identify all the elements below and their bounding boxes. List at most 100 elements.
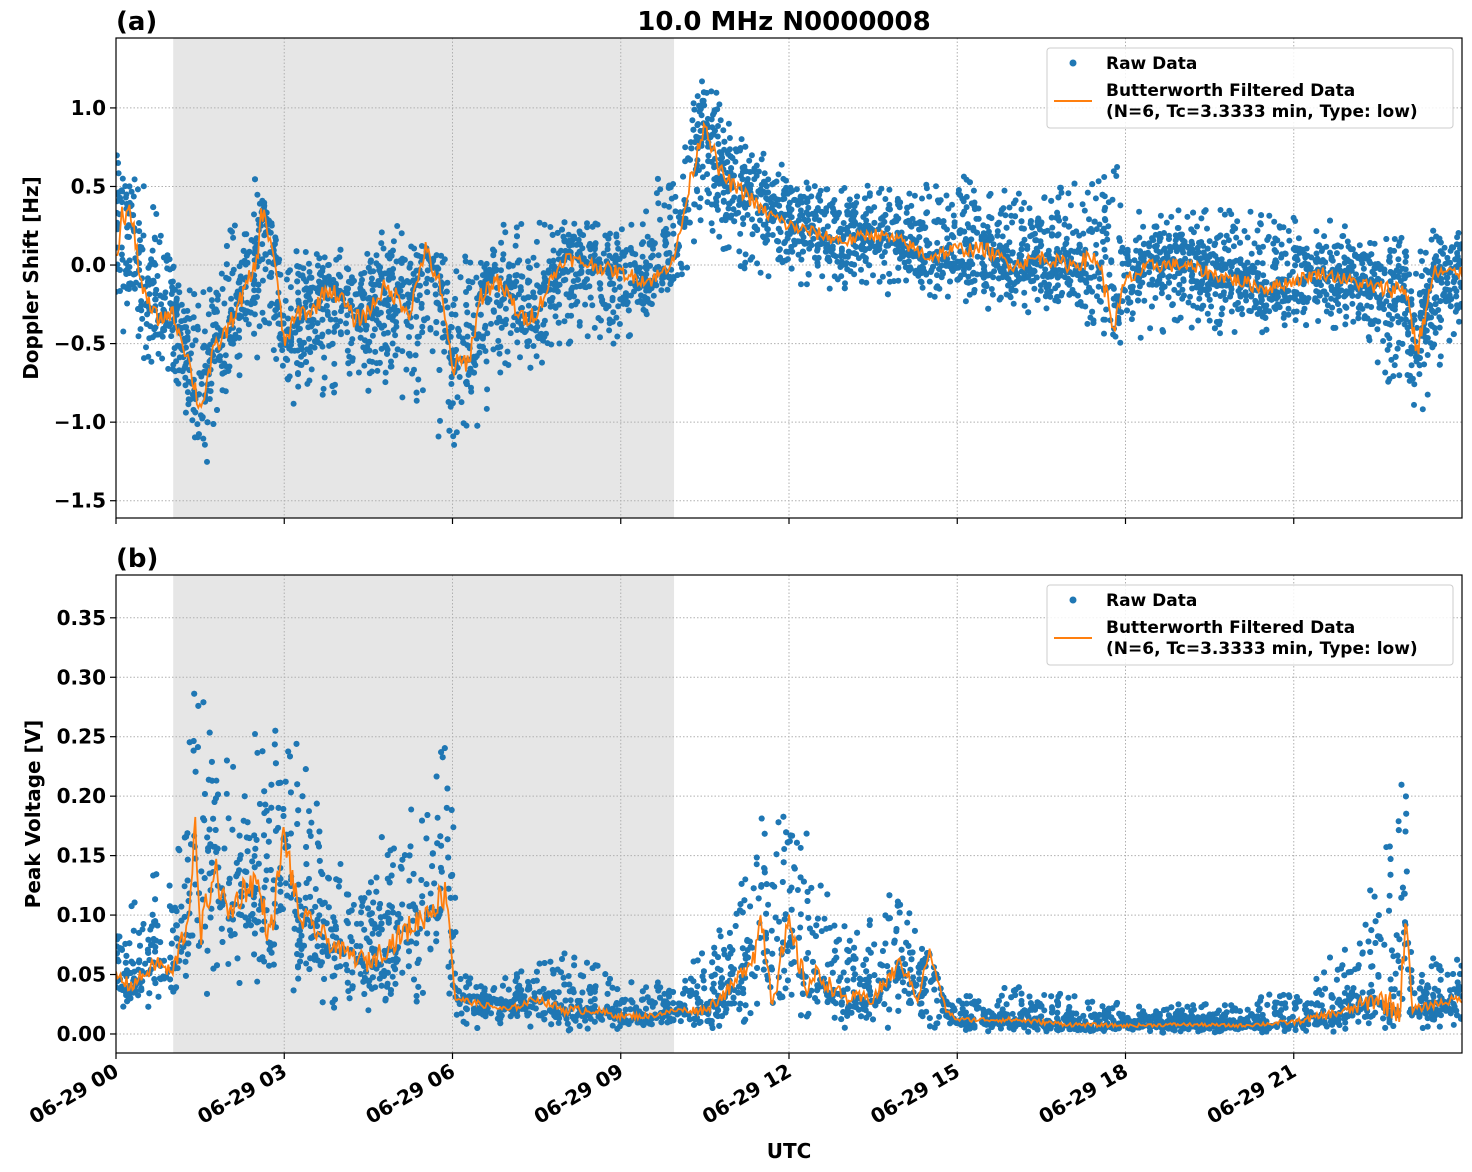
- raw-data-point: [1387, 248, 1394, 255]
- raw-data-point: [1313, 288, 1320, 295]
- raw-data-point: [1002, 212, 1009, 219]
- raw-data-point: [1035, 215, 1042, 222]
- raw-data-point: [948, 232, 955, 238]
- raw-data-point: [953, 264, 960, 271]
- raw-data-point: [254, 191, 261, 198]
- raw-data-point: [390, 238, 397, 245]
- raw-data-point: [231, 222, 238, 229]
- raw-data-point: [943, 262, 950, 269]
- raw-data-point: [314, 262, 321, 269]
- raw-data-point: [1188, 226, 1195, 233]
- raw-data-point: [951, 260, 957, 267]
- raw-data-point: [549, 231, 556, 238]
- raw-data-point: [1408, 362, 1415, 369]
- raw-data-point: [152, 296, 159, 303]
- raw-data-point: [607, 230, 613, 237]
- raw-data-point: [514, 339, 521, 346]
- raw-data-point: [994, 228, 1001, 235]
- raw-data-point: [157, 292, 164, 299]
- raw-data-point: [982, 280, 989, 287]
- raw-data-point: [789, 187, 796, 194]
- raw-data-point: [927, 292, 933, 298]
- raw-data-point: [489, 269, 496, 276]
- raw-data-point: [613, 314, 620, 321]
- raw-data-point: [206, 286, 213, 293]
- raw-data-point: [841, 285, 848, 292]
- raw-data-point: [971, 203, 978, 210]
- raw-data-point: [1090, 320, 1097, 326]
- raw-data-point: [209, 303, 216, 310]
- raw-data-point: [436, 367, 443, 373]
- raw-data-point: [1437, 248, 1444, 255]
- raw-data-point: [1273, 295, 1280, 302]
- raw-data-point: [481, 264, 488, 271]
- raw-data-point: [1101, 246, 1108, 253]
- raw-data-point: [691, 238, 697, 245]
- raw-data-point: [957, 258, 963, 265]
- raw-data-point: [1175, 290, 1182, 297]
- raw-data-point: [163, 322, 170, 329]
- raw-data-point: [1446, 292, 1453, 299]
- raw-data-point: [940, 218, 947, 225]
- raw-data-point: [858, 266, 864, 273]
- raw-data-point: [1149, 276, 1156, 283]
- raw-data-point: [1012, 213, 1019, 220]
- raw-data-point: [377, 309, 384, 316]
- raw-data-point: [1375, 260, 1381, 267]
- raw-data-point: [1295, 235, 1302, 242]
- raw-data-point: [570, 293, 577, 300]
- raw-data-point: [1318, 248, 1325, 254]
- raw-data-point: [303, 278, 310, 285]
- raw-data-point: [851, 212, 858, 219]
- raw-data-point: [708, 201, 715, 208]
- raw-data-point: [116, 152, 120, 159]
- raw-data-point: [616, 321, 623, 327]
- raw-data-point: [658, 287, 665, 294]
- raw-data-point: [466, 284, 473, 291]
- raw-data-point: [1271, 259, 1278, 266]
- raw-data-point: [1118, 309, 1125, 316]
- raw-data-point: [135, 333, 142, 340]
- raw-data-point: [1025, 309, 1032, 316]
- raw-data-point: [746, 157, 753, 164]
- raw-data-point: [907, 220, 913, 227]
- raw-data-point: [1429, 344, 1436, 351]
- raw-data-point: [1424, 352, 1431, 358]
- raw-data-point: [650, 292, 657, 299]
- raw-data-point: [1021, 289, 1028, 296]
- y-tick-label: 0.0: [71, 253, 106, 277]
- raw-data-point: [1080, 230, 1087, 237]
- raw-data-point: [500, 251, 507, 258]
- raw-data-point: [826, 202, 833, 209]
- raw-data-point: [814, 259, 821, 266]
- raw-data-point: [1364, 315, 1371, 322]
- raw-data-point: [1328, 295, 1335, 302]
- raw-data-point: [1136, 234, 1143, 241]
- raw-data-point: [814, 247, 821, 254]
- raw-data-point: [955, 276, 961, 283]
- raw-data-point: [882, 211, 889, 218]
- raw-data-point: [1146, 240, 1153, 247]
- raw-data-point: [629, 250, 636, 257]
- raw-data-point: [1321, 233, 1328, 240]
- raw-data-point: [705, 152, 712, 159]
- raw-data-point: [302, 299, 309, 306]
- raw-data-point: [966, 291, 973, 298]
- raw-data-point: [1206, 238, 1213, 245]
- raw-data-point: [999, 233, 1006, 240]
- raw-data-point: [1198, 215, 1205, 222]
- raw-data-point: [1383, 236, 1390, 242]
- raw-data-point: [980, 222, 987, 229]
- raw-data-point: [978, 271, 985, 278]
- raw-data-point: [327, 316, 334, 323]
- raw-data-point: [882, 196, 889, 202]
- raw-data-point: [923, 237, 930, 244]
- raw-data-point: [959, 211, 966, 218]
- raw-data-point: [824, 223, 831, 230]
- raw-data-point: [886, 278, 893, 285]
- raw-data-point: [1408, 346, 1415, 353]
- raw-data-point: [668, 195, 675, 202]
- raw-data-point: [584, 333, 591, 340]
- raw-data-point: [1102, 316, 1109, 323]
- raw-data-point: [1237, 239, 1243, 246]
